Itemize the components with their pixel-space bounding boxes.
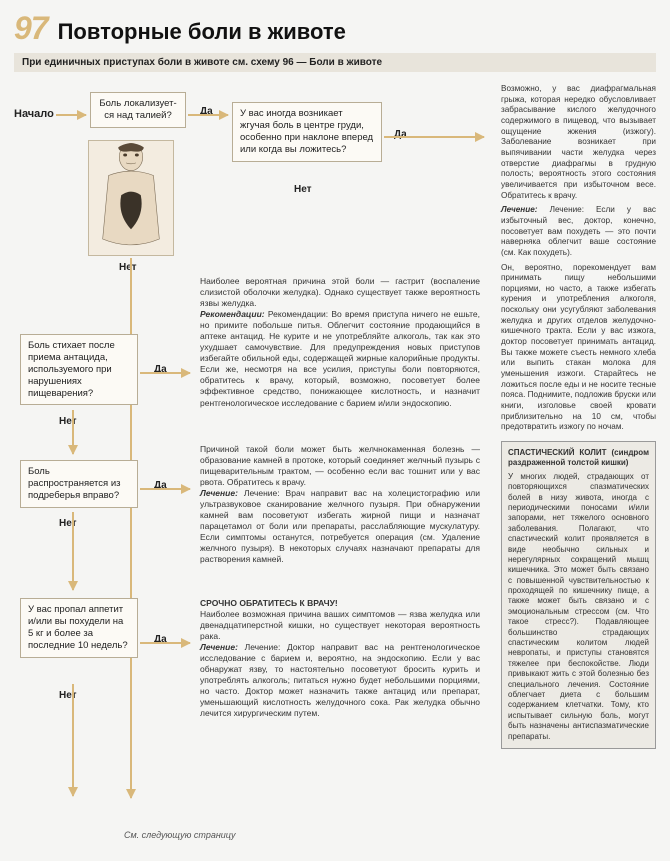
- side-treat-label: Лечение:: [501, 205, 538, 214]
- arrow: [72, 684, 74, 796]
- answer-4-p1: Причиной такой боли может быть желчнокам…: [200, 444, 480, 487]
- yes-label: Да: [394, 129, 407, 140]
- question-2: У вас иногда возникает жгучая боль в цен…: [232, 102, 382, 162]
- answer-4-p2: Лечение: Врач направит вас на холецистог…: [200, 488, 480, 564]
- side-box-title: СПАСТИЧЕСКИЙ КОЛИТ (синдром раздраженной…: [508, 448, 649, 469]
- answer-5-p2: Лечение: Доктор направит вас на рентгено…: [200, 642, 480, 718]
- side-text-3: Он, вероятно, порекомендует вам принимат…: [501, 263, 656, 434]
- answer-3-p1: Наиболее вероятная причина этой боли — г…: [200, 276, 480, 308]
- page-title: Повторные боли в животе: [58, 19, 346, 45]
- question-1: Боль локализует- ся над талией?: [90, 92, 186, 128]
- no-label: Нет: [119, 262, 137, 273]
- answer-3-reco-label: Рекомендации:: [200, 309, 265, 319]
- answer-3: Наиболее вероятная причина этой боли — г…: [200, 276, 480, 409]
- arrow: [72, 410, 74, 454]
- start-label: Начало: [14, 108, 54, 120]
- footer-note: См. следующую страницу: [124, 830, 236, 840]
- answer-5-p1: Наиболее возможная причина ваших симптом…: [200, 609, 480, 641]
- side-box-body: У многих людей, страдающих от повторяющи…: [508, 472, 649, 742]
- arrow: [72, 512, 74, 590]
- header: 97 Повторные боли в животе: [14, 10, 656, 47]
- side-box-colitis: СПАСТИЧЕСКИЙ КОЛИТ (синдром раздраженной…: [501, 441, 656, 749]
- arrow: [188, 114, 228, 116]
- answer-4-treat-label: Лечение:: [200, 488, 238, 498]
- side-column: Возможно, у вас диафрагмальная грыжа, ко…: [501, 84, 656, 749]
- arrow: [140, 488, 190, 490]
- page-number: 97: [14, 10, 48, 47]
- question-4: Боль распространяется из подреберья впра…: [20, 460, 138, 508]
- arrow: [384, 136, 484, 138]
- no-label: Нет: [294, 184, 312, 195]
- arrow: [140, 642, 190, 644]
- torso-figure: [88, 140, 174, 256]
- question-5: У вас пропал аппетит и/или вы похудели н…: [20, 598, 138, 658]
- answer-5-treat-label: Лечение:: [200, 642, 238, 652]
- answer-5-title: СРОЧНО ОБРАТИТЕСЬ К ВРАЧУ!: [200, 598, 338, 608]
- answer-4: Причиной такой боли может быть желчнокам…: [200, 444, 480, 566]
- subtitle-bar: При единичных приступах боли в животе см…: [14, 53, 656, 72]
- arrow: [140, 372, 190, 374]
- arrow: [56, 114, 86, 116]
- answer-3-p2: Рекомендации: Во время приступа ничего н…: [200, 309, 480, 407]
- question-3: Боль стихает после приема антацида, испо…: [20, 334, 138, 405]
- side-text-1: Возможно, у вас диафрагмальная грыжа, ко…: [501, 84, 656, 201]
- answer-5: СРОЧНО ОБРАТИТЕСЬ К ВРАЧУ! Наиболее возм…: [200, 598, 480, 720]
- flowchart-area: Начало Боль локализует- ся над талией? Д…: [14, 84, 656, 844]
